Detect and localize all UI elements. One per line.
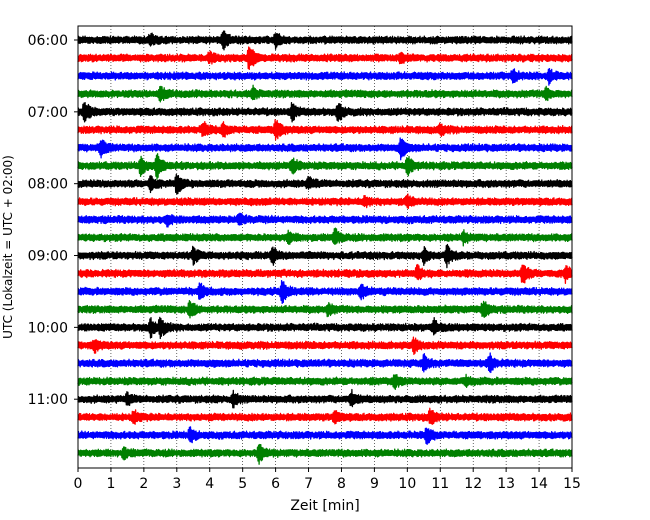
x-tick-label: 5	[238, 476, 247, 492]
trace-0600	[77, 30, 573, 51]
x-tick-label: 11	[431, 476, 449, 492]
y-tick-label: 11:00	[28, 392, 68, 408]
trace-1000	[77, 316, 573, 340]
y-tick-label: 10:00	[28, 320, 68, 336]
trace-0915	[77, 263, 573, 284]
x-tick-label: 8	[337, 476, 346, 492]
trace-0945	[77, 300, 573, 319]
trace-0800	[77, 173, 573, 195]
trace-0845	[77, 227, 573, 247]
x-tick-label: 10	[398, 476, 416, 492]
trace-0815	[77, 193, 573, 210]
x-tick-label: 6	[271, 476, 280, 492]
x-tick-label: 2	[139, 476, 148, 492]
trace-0645	[77, 84, 573, 103]
trace-0930	[77, 279, 573, 305]
y-tick-label: 07:00	[28, 105, 68, 121]
trace-0830	[77, 212, 573, 228]
trace-1015	[77, 336, 573, 355]
trace-0630	[77, 67, 573, 86]
trace-0745	[77, 153, 573, 181]
x-axis-label: Zeit [min]	[290, 498, 359, 514]
y-tick-label: 08:00	[28, 177, 68, 193]
y-axis-label: UTC (Lokalzeit = UTC + 02:00)	[1, 155, 15, 339]
x-tick-label: 14	[530, 476, 548, 492]
x-tick-label: 0	[74, 476, 83, 492]
trace-0700	[77, 102, 573, 123]
traces	[77, 30, 573, 465]
x-tick-label: 3	[172, 476, 181, 492]
trace-1115	[77, 407, 573, 425]
x-tick-label: 7	[304, 476, 313, 492]
plot-frame	[77, 25, 573, 469]
trace-0615	[77, 46, 573, 71]
trace-0900	[77, 243, 573, 269]
trace-1100	[77, 388, 573, 409]
trace-0715	[77, 119, 573, 141]
y-axis: 06:00 07:00 08:00 09:00 10:00 11:00	[28, 33, 78, 408]
x-tick-label: 1	[106, 476, 115, 492]
x-tick-label: 15	[563, 476, 581, 492]
trace-1145	[77, 443, 573, 465]
y-tick-label: 06:00	[28, 33, 68, 49]
trace-1130	[77, 426, 573, 445]
x-tick-label: 13	[497, 476, 515, 492]
x-tick-label: 12	[464, 476, 482, 492]
x-axis: 0 1 2 3 4 5 6 7 8 9 10 11 12 13 14 15	[74, 468, 581, 492]
x-tick-label: 9	[370, 476, 379, 492]
trace-0730	[77, 137, 573, 161]
trace-1045	[77, 373, 573, 391]
trace-1030	[77, 352, 573, 374]
x-tick-label: 4	[205, 476, 214, 492]
y-tick-label: 09:00	[28, 249, 68, 265]
